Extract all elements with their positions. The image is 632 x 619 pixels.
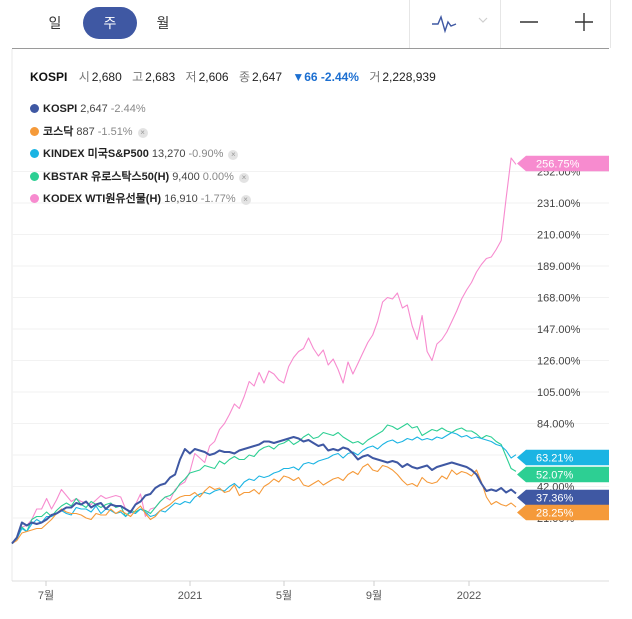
series-dot	[30, 149, 39, 158]
legend-value: 16,910	[164, 193, 198, 205]
legend-value: 13,270	[151, 148, 186, 160]
legend-value: 2,647	[80, 103, 108, 115]
legend-item-kbstar-eurostoxx50[interactable]: KBSTAR 유로스탁스50(H) 9,400 0.00% ×	[30, 166, 251, 189]
y-tick-label: 189.00%	[537, 261, 581, 273]
low-label: 저	[185, 70, 197, 84]
zoom-out-button[interactable]	[501, 0, 555, 48]
series-line	[11, 463, 517, 544]
high-value: 2,683	[145, 70, 176, 84]
x-tick-label: 2021	[178, 590, 202, 602]
legend-name: KODEX WTI원유선물(H)	[43, 193, 162, 205]
end-value-tag	[517, 449, 609, 466]
remove-icon[interactable]: ×	[137, 127, 148, 138]
series-dot	[30, 194, 39, 203]
zoom-in-button[interactable]	[555, 0, 609, 48]
legend-change: -1.77%	[200, 193, 236, 205]
series-line	[11, 157, 517, 544]
header-divider	[12, 48, 609, 49]
remove-icon[interactable]: ×	[228, 150, 239, 160]
x-tick-label: 2022	[457, 590, 481, 602]
legend-name: 코스닥	[43, 125, 74, 138]
legend: KOSPI 2,647 -2.44% 코스닥 887 -1.51% × KINDEX 미국…	[30, 98, 251, 211]
x-tick-label: 9월	[366, 589, 382, 602]
index-name: KOSPI	[30, 70, 68, 84]
y-tick-label: 210.00%	[537, 230, 581, 242]
y-tick-label: 126.00%	[537, 356, 581, 368]
end-value-tag	[517, 466, 609, 483]
series-dot	[30, 104, 39, 113]
close-value: 2,647	[252, 70, 283, 84]
volume-value: 2,228,939	[382, 70, 436, 84]
line-chart-icon	[432, 14, 488, 34]
low-value: 2,606	[198, 70, 229, 84]
end-value-label: 256.75%	[536, 159, 580, 171]
tab-week[interactable]: 주	[83, 7, 137, 39]
legend-name: KBSTAR 유로스탁스50(H)	[43, 170, 170, 183]
open-label: 시	[78, 70, 90, 84]
y-tick-label: 231.00%	[537, 198, 581, 210]
legend-item-kospi[interactable]: KOSPI 2,647 -2.44%	[30, 98, 251, 121]
legend-name: KOSPI	[43, 103, 78, 115]
series-line	[11, 431, 517, 544]
y-tick-label: 84.00%	[537, 419, 575, 431]
remove-icon[interactable]: ×	[240, 195, 251, 205]
volume-label: 거	[369, 70, 381, 84]
close-label: 종	[238, 70, 250, 84]
end-value-tag	[517, 489, 609, 506]
end-value-label: 63.21%	[536, 453, 574, 465]
end-value-label: 28.25%	[536, 508, 574, 520]
series-dot	[30, 171, 39, 181]
tab-month[interactable]: 월	[156, 15, 170, 31]
y-tick-label: 147.00%	[537, 324, 581, 336]
legend-item-kindex-sp500[interactable]: KINDEX 미국S&P500 13,270 -0.90% ×	[30, 143, 251, 166]
legend-change: -0.90%	[188, 148, 224, 160]
minus-icon	[520, 21, 538, 23]
high-label: 고	[132, 70, 144, 84]
chart-toolbar	[409, 0, 611, 48]
open-value: 2,680	[91, 70, 122, 84]
legend-name: KINDEX 미국S&P500	[43, 148, 149, 160]
legend-value: 9,400	[172, 170, 200, 183]
series-dot	[30, 126, 39, 136]
quote-summary: KOSPI 시 2,680 고 2,683 저 2,606 종 2,647 ▼66 -2…	[30, 68, 443, 85]
remove-icon[interactable]: ×	[238, 172, 249, 183]
change-value: ▼66 -2.44%	[292, 70, 359, 84]
legend-item-kosdaq[interactable]: 코스닥 887 -1.51% ×	[30, 121, 251, 144]
end-value-label: 37.36%	[536, 493, 574, 505]
x-tick-label: 7월	[38, 589, 54, 602]
x-tick-label: 5월	[276, 589, 292, 602]
y-tick-label: 168.00%	[537, 293, 581, 305]
end-value-tag	[517, 504, 609, 521]
plus-icon	[575, 13, 593, 31]
chevron-down-icon	[478, 17, 488, 23]
series-line	[11, 436, 517, 545]
legend-item-kodex-wti[interactable]: KODEX WTI원유선물(H) 16,910 -1.77% ×	[30, 188, 251, 211]
legend-change: -2.44%	[110, 103, 146, 115]
legend-change: -1.51%	[97, 125, 133, 138]
legend-change: 0.00%	[202, 170, 234, 183]
chart-type-button[interactable]	[410, 0, 501, 48]
end-value-tag	[517, 155, 609, 172]
tab-day[interactable]: 일	[48, 15, 62, 31]
period-tabs: 일 주 월	[0, 0, 632, 48]
y-tick-label: 105.00%	[537, 387, 581, 399]
end-value-label: 52.07%	[536, 470, 574, 482]
legend-value: 887	[76, 125, 95, 138]
